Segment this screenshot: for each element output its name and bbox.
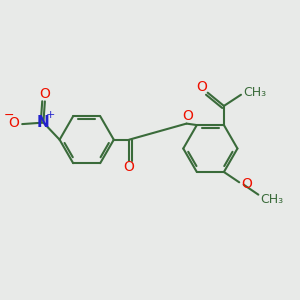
Text: CH₃: CH₃: [243, 86, 266, 99]
Text: +: +: [46, 110, 56, 120]
Text: CH₃: CH₃: [260, 194, 283, 206]
Text: O: O: [196, 80, 207, 94]
Text: −: −: [3, 109, 14, 122]
Text: N: N: [37, 115, 50, 130]
Text: O: O: [182, 109, 193, 123]
Text: O: O: [39, 87, 50, 101]
Text: O: O: [8, 116, 20, 130]
Text: O: O: [242, 177, 253, 191]
Text: O: O: [124, 160, 134, 174]
